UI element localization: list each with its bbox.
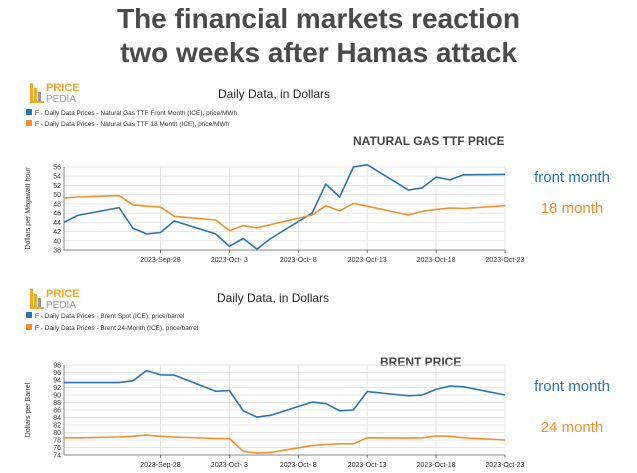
- y-tick-label: 88: [53, 400, 61, 407]
- y-tick-label: 56: [53, 165, 61, 172]
- logo-bar: [38, 92, 41, 101]
- legend-entry: F - Daily Data Prices - Natural Gas TTF …: [35, 121, 230, 128]
- series-side-label: 24 month: [541, 419, 604, 436]
- x-tick-label: 2023-Oct-13: [348, 257, 387, 264]
- legend-swatch: [26, 109, 32, 115]
- chart-subtitle: Daily Data, in Dollars: [217, 291, 329, 305]
- legend-entry: F - Daily Data Prices - Natural Gas TTF …: [35, 110, 238, 117]
- y-tick-label: 80: [53, 430, 61, 437]
- legend-swatch: [26, 312, 32, 318]
- logo-bar: [38, 298, 41, 307]
- logo-bar: [34, 88, 37, 101]
- legend-swatch: [26, 324, 32, 330]
- x-tick-label: 2023-Sep-28: [140, 257, 181, 264]
- logo-base: [30, 307, 44, 309]
- x-tick-label: 2023-Oct- 3: [211, 257, 248, 264]
- x-tick-label: 2023-Oct- 8: [280, 462, 317, 469]
- y-axis-label: Dollars per Barrel: [25, 382, 32, 437]
- series-side-label: front month: [534, 169, 610, 186]
- y-tick-label: 82: [53, 423, 61, 430]
- y-tick-label: 52: [53, 183, 61, 190]
- y-tick-label: 40: [53, 238, 61, 245]
- chart-title: NATURAL GAS TTF PRICE: [353, 134, 505, 148]
- y-axis-label: Dollars per Megawatt hour: [25, 167, 32, 250]
- x-tick-label: 2023-Oct-23: [486, 257, 525, 264]
- x-tick-label: 2023-Oct-18: [417, 257, 456, 264]
- slide-title-line-1: The financial markets reaction: [116, 3, 521, 34]
- legend-entry: F - Daily Data Prices - Brent Spot (ICE)…: [35, 313, 185, 320]
- series-line-long: [64, 434, 506, 454]
- x-tick-label: 2023-Oct-23: [486, 462, 525, 469]
- chart-subtitle: Daily Data, in Dollars: [218, 87, 330, 101]
- y-tick-label: 86: [53, 408, 61, 415]
- y-tick-label: 46: [53, 211, 61, 218]
- x-tick-label: 2023-Oct- 8: [280, 257, 317, 264]
- logo-base: [30, 101, 44, 103]
- logo-text-price: PRICE: [46, 288, 80, 300]
- series-line-front: [64, 369, 506, 418]
- y-tick-label: 38: [53, 248, 61, 255]
- logo-bar: [30, 289, 33, 307]
- logo-text-pedia: PEDIA: [46, 94, 76, 105]
- series-line-long: [63, 194, 506, 232]
- logo-bar: [34, 294, 37, 307]
- logo-text-price: PRICE: [46, 82, 80, 94]
- series-side-label: front month: [534, 378, 610, 395]
- y-tick-label: 54: [53, 174, 61, 181]
- legend-entry: F - Daily Data Prices - Brent 24-Month (…: [35, 325, 199, 332]
- y-tick-label: 44: [53, 220, 61, 227]
- x-tick-label: 2023-Sep-28: [140, 462, 181, 469]
- series-side-label: 18 month: [541, 200, 604, 217]
- y-tick-label: 48: [53, 201, 61, 208]
- y-tick-label: 98: [53, 363, 61, 370]
- y-tick-label: 90: [53, 393, 61, 400]
- y-tick-label: 84: [53, 415, 61, 422]
- series-line-front: [63, 163, 506, 250]
- slide-title-line-2: two weeks after Hamas attack: [120, 37, 517, 68]
- y-tick-label: 76: [53, 445, 61, 452]
- y-tick-label: 94: [53, 378, 61, 385]
- legend-swatch: [26, 120, 32, 126]
- y-tick-label: 92: [53, 385, 61, 392]
- chart-title: BRENT PRICE: [380, 355, 461, 369]
- logo-bar: [30, 83, 33, 101]
- y-tick-label: 74: [53, 453, 61, 460]
- y-tick-label: 42: [53, 229, 61, 236]
- x-tick-label: 2023-Oct-13: [348, 462, 387, 469]
- y-tick-label: 78: [53, 438, 61, 445]
- x-tick-label: 2023-Oct- 3: [211, 462, 248, 469]
- y-tick-label: 96: [53, 370, 61, 377]
- y-tick-label: 50: [53, 192, 61, 199]
- logo-text-pedia: PEDIA: [46, 300, 76, 311]
- x-tick-label: 2023-Oct-18: [417, 462, 456, 469]
- slide-title: The financial markets reaction two weeks…: [0, 2, 637, 70]
